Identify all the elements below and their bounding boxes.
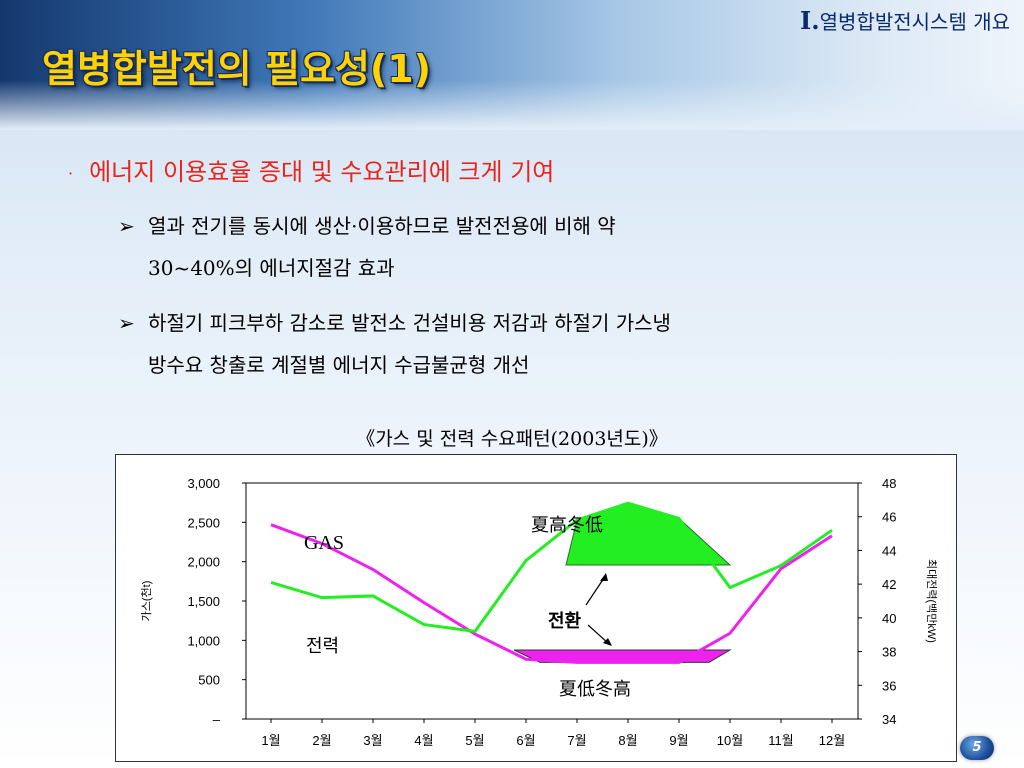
x-tick-label: 8월 xyxy=(618,733,637,748)
y-right-tick-label: 42 xyxy=(882,577,896,592)
y-right-axis-title: 최대전력(백만kW) xyxy=(925,559,938,643)
x-tick-label: 1월 xyxy=(261,733,280,748)
switch-arrow-down-head xyxy=(603,638,612,646)
y-right-tick-label: 40 xyxy=(882,611,896,626)
sub-bullet-2-line1: 하절기 피크부하 감소로 발전소 건설비용 저감과 하절기 가스냉 xyxy=(148,311,671,335)
arrow-bullet-icon: ➢ xyxy=(118,214,135,238)
y-right-tick-label: 38 xyxy=(882,645,896,660)
gas-series-line xyxy=(270,523,833,664)
slide-title: 열병합발전의 필요성(1) xyxy=(42,47,432,91)
y-left-tick-label: – xyxy=(213,712,221,727)
y-left-tick-label: 500 xyxy=(198,673,220,688)
section-title: I.열병합발전시스템 개요 xyxy=(800,6,1010,35)
x-tick-label: 2월 xyxy=(312,733,331,748)
sub-bullet-2-line2: 방수요 창출로 계절별 에너지 수급불균형 개선 xyxy=(148,353,530,377)
annotation-winter: 夏低冬高 xyxy=(559,679,631,700)
y-right-tick-label: 48 xyxy=(882,476,896,491)
chart-container: 3,000 2,500 2,000 1,500 1,000 500 – 48 46 44 42 40 3… xyxy=(115,454,957,762)
y-left-tick-label: 1,000 xyxy=(187,633,220,648)
bullet-dot: · xyxy=(68,164,74,183)
section-roman: I. xyxy=(800,6,820,35)
x-tick-label: 6월 xyxy=(516,733,535,748)
y-right-tick-label: 34 xyxy=(882,712,896,727)
annotation-switch: 전환 xyxy=(548,610,582,632)
x-tick-label: 4월 xyxy=(414,733,433,748)
y-left-tick-label: 2,500 xyxy=(187,515,220,530)
x-tick-label: 11월 xyxy=(768,733,793,748)
y-left-tick-label: 1,500 xyxy=(187,594,220,609)
power-series-label: 전력 xyxy=(306,636,339,657)
gas-series-label: GAS xyxy=(304,532,344,554)
y-left-tick-label: 2,000 xyxy=(187,555,220,570)
demand-chart: 3,000 2,500 2,000 1,500 1,000 500 – 48 46 44 42 40 3… xyxy=(139,476,938,748)
x-tick-label: 7월 xyxy=(567,733,586,748)
sub-bullet-1-line2: 30~40%의 에너지절감 효과 xyxy=(148,256,395,280)
switch-arrow-down xyxy=(587,624,609,644)
x-tick-label: 12월 xyxy=(819,733,845,748)
main-bullet: · 에너지 이용효율 증대 및 수요관리에 크게 기여 xyxy=(68,152,554,187)
page-number-badge: 5 xyxy=(960,736,994,760)
y-right-tick-label: 44 xyxy=(882,543,896,558)
y-left-axis-title: 가스(천t) xyxy=(139,581,153,622)
annotation-summer: 夏高冬低 xyxy=(531,515,603,536)
power-series-line xyxy=(270,501,833,633)
switch-arrow-up-head xyxy=(600,573,608,581)
y-right-tick-label: 36 xyxy=(882,678,896,693)
x-tick-label: 10월 xyxy=(717,733,743,748)
y-right-tick-label: 46 xyxy=(882,510,896,525)
section-label: 열병합발전시스템 개요 xyxy=(819,10,1010,34)
sub-bullet-2: ➢ 하절기 피크부하 감소로 발전소 건설비용 저감과 하절기 가스냉 방수요 창… xyxy=(118,302,988,386)
sub-bullet-1: ➢ 열과 전기를 동시에 생산·이용하므로 발전전용에 비해 약 30~40%의 … xyxy=(118,205,988,289)
y-left-tick-label: 3,000 xyxy=(187,476,220,491)
x-tick-label: 3월 xyxy=(363,733,382,748)
main-bullet-text: 에너지 이용효율 증대 및 수요관리에 크게 기여 xyxy=(89,158,555,186)
arrow-bullet-icon: ➢ xyxy=(118,311,135,335)
chart-caption: 《가스 및 전력 수요패턴(2003년도)》 xyxy=(356,428,668,450)
x-tick-label: 5월 xyxy=(465,733,484,748)
x-tick-label: 9월 xyxy=(669,733,688,748)
sub-bullet-1-line1: 열과 전기를 동시에 생산·이용하므로 발전전용에 비해 약 xyxy=(148,214,616,238)
header-banner xyxy=(0,0,1024,130)
